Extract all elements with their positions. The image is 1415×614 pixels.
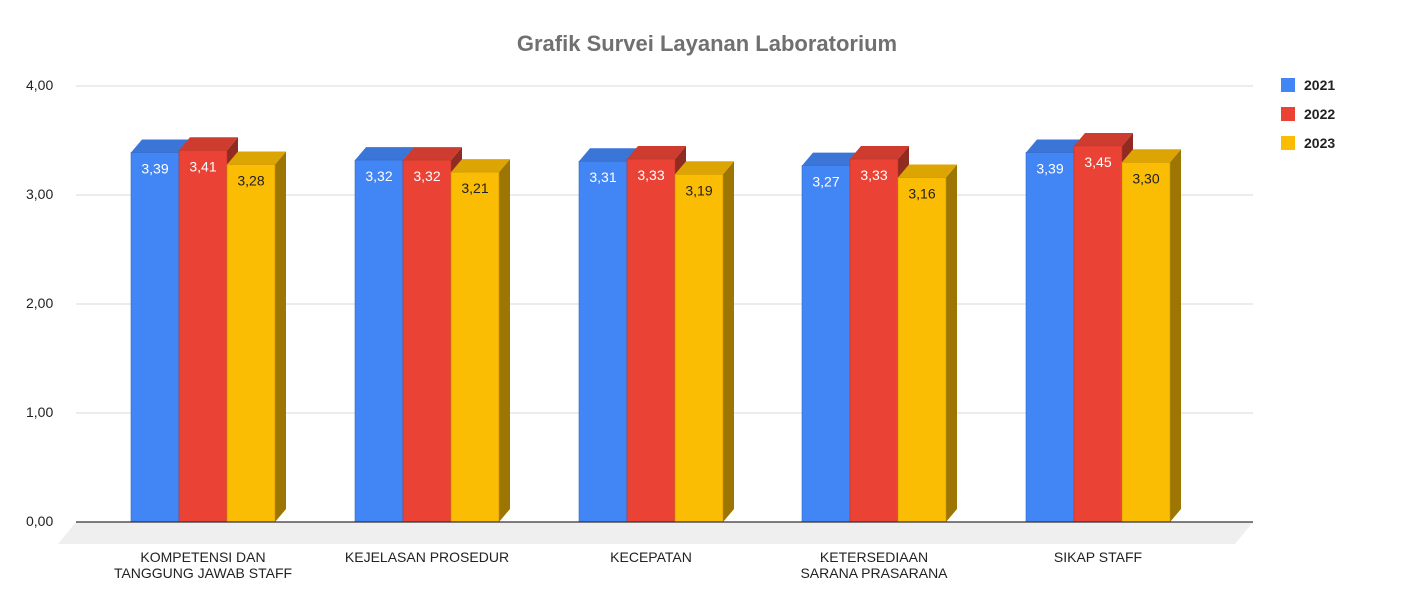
data-label: 3,21 bbox=[461, 180, 488, 196]
bar-top bbox=[579, 148, 638, 162]
bar-front bbox=[674, 173, 724, 523]
bar-top bbox=[179, 137, 238, 151]
data-label: 3,39 bbox=[141, 160, 168, 176]
bar-2023-1 bbox=[450, 159, 510, 523]
legend-label: 2022 bbox=[1304, 106, 1335, 122]
y-tick-label: 4,00 bbox=[26, 77, 53, 93]
bar-front bbox=[226, 164, 276, 523]
x-category-label: KEJELASAN PROSEDUR bbox=[345, 549, 509, 565]
data-labels: 3,39 3,41 3,28 3,32 3,32 3,21 3,31 3,33 3,19 3,27… bbox=[141, 154, 1159, 202]
y-tick-label: 3,00 bbox=[26, 186, 53, 202]
data-label: 3,32 bbox=[413, 168, 440, 184]
data-label: 3,41 bbox=[189, 158, 216, 174]
bar-2023-3 bbox=[897, 164, 957, 523]
legend-swatch bbox=[1281, 107, 1295, 121]
bars bbox=[130, 132, 1181, 523]
data-label: 3,32 bbox=[365, 168, 392, 184]
bar-top bbox=[403, 147, 462, 161]
y-tick-label: 0,00 bbox=[26, 513, 53, 529]
bar-front bbox=[130, 152, 180, 523]
bar-top bbox=[898, 164, 957, 178]
bar-side bbox=[275, 151, 286, 523]
legend-swatch bbox=[1281, 78, 1295, 92]
bar-front bbox=[849, 158, 899, 523]
bar-front bbox=[402, 159, 452, 523]
axes: 0,00 1,00 2,00 3,00 4,00 KOMPETENSI DANTANGGU… bbox=[26, 77, 1253, 581]
x-category-label: KOMPETENSI DAN bbox=[140, 549, 265, 565]
legend-label: 2021 bbox=[1304, 77, 1335, 93]
data-label: 3,33 bbox=[637, 167, 664, 183]
data-label: 3,16 bbox=[908, 186, 935, 202]
legend-swatch bbox=[1281, 136, 1295, 150]
bar-top bbox=[227, 151, 286, 165]
bar-front bbox=[1073, 145, 1123, 523]
data-label: 3,27 bbox=[812, 174, 839, 190]
bar-side bbox=[723, 161, 734, 523]
bar-top bbox=[627, 146, 686, 160]
chart-floor bbox=[58, 522, 1253, 544]
bar-top bbox=[1026, 139, 1085, 153]
bar-top bbox=[1074, 132, 1133, 146]
data-label: 3,45 bbox=[1084, 154, 1111, 170]
bar-top bbox=[355, 147, 414, 161]
bar-front bbox=[1121, 162, 1171, 523]
bar-front bbox=[897, 177, 947, 523]
bar-front bbox=[178, 150, 228, 523]
bar-2023-2 bbox=[674, 161, 734, 523]
data-label: 3,30 bbox=[1132, 170, 1159, 186]
bar-front bbox=[1025, 152, 1075, 523]
x-category-label: SARANA PRASARANA bbox=[800, 565, 948, 581]
bar-front bbox=[450, 171, 500, 523]
bar-side bbox=[499, 159, 510, 523]
bar-2023-0 bbox=[226, 151, 286, 523]
bar-top bbox=[131, 139, 190, 153]
y-tick-label: 2,00 bbox=[26, 295, 53, 311]
x-category-label: TANGGUNG JAWAB STAFF bbox=[114, 565, 292, 581]
x-category-label: SIKAP STAFF bbox=[1054, 549, 1142, 565]
data-label: 3,31 bbox=[589, 169, 616, 185]
bar-top bbox=[1122, 149, 1181, 163]
bar-top bbox=[850, 146, 909, 160]
data-label: 3,19 bbox=[685, 182, 712, 198]
legend: 2021 2022 2023 bbox=[1281, 77, 1335, 151]
x-category-label: KETERSEDIAAN bbox=[820, 549, 928, 565]
bar-front bbox=[354, 159, 404, 523]
data-label: 3,39 bbox=[1036, 160, 1063, 176]
bar-side bbox=[1170, 149, 1181, 523]
chart-title: Grafik Survei Layanan Laboratorium bbox=[517, 31, 897, 56]
bar-top bbox=[802, 152, 861, 166]
floor-plane bbox=[58, 522, 1253, 544]
bar-front bbox=[626, 158, 676, 523]
bar-side bbox=[946, 164, 957, 522]
x-category-label: KECEPATAN bbox=[610, 549, 692, 565]
bar-front bbox=[801, 165, 851, 523]
bar-front bbox=[578, 160, 628, 523]
bar-top bbox=[675, 161, 734, 175]
y-tick-label: 1,00 bbox=[26, 404, 53, 420]
bar-top bbox=[451, 159, 510, 173]
legend-label: 2023 bbox=[1304, 135, 1335, 151]
data-label: 3,28 bbox=[237, 172, 264, 188]
data-label: 3,33 bbox=[860, 167, 887, 183]
bar-2023-4 bbox=[1121, 149, 1181, 523]
